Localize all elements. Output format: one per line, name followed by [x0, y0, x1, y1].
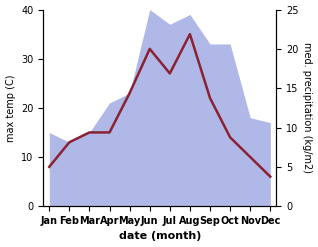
- X-axis label: date (month): date (month): [119, 231, 201, 242]
- Y-axis label: med. precipitation (kg/m2): med. precipitation (kg/m2): [302, 42, 313, 173]
- Y-axis label: max temp (C): max temp (C): [5, 74, 16, 142]
